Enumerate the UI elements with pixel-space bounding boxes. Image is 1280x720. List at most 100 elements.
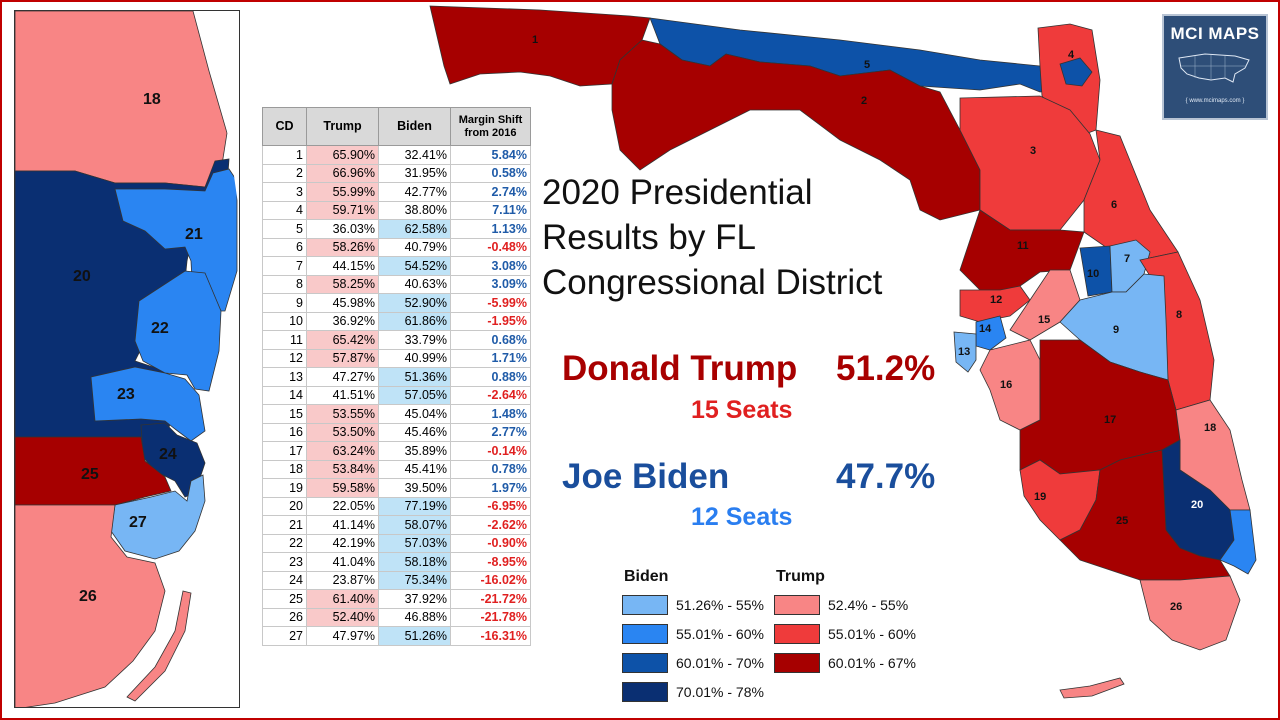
margin-shift-cell: 7.11%	[450, 200, 531, 220]
trump-cell: 65.42%	[306, 330, 379, 350]
biden-name: Joe Biden	[562, 457, 730, 496]
district-13	[953, 331, 977, 373]
inset-label-24: 24	[159, 446, 177, 463]
cd-cell: 24	[262, 570, 307, 590]
map-label-14: 14	[979, 323, 992, 335]
map-label-10: 10	[1087, 268, 1099, 280]
biden-cell: 45.46%	[378, 422, 451, 442]
trump-cell: 59.71%	[306, 200, 379, 220]
district-3	[959, 95, 1101, 231]
cd-cell: 2	[262, 163, 307, 183]
header-trump: Trump	[306, 107, 379, 146]
table-row: 11 65.42% 33.79% 0.68%	[262, 330, 531, 350]
cd-cell: 6	[262, 237, 307, 257]
table-row: 9 45.98% 52.90% -5.99%	[262, 293, 531, 313]
table-row: 25 61.40% 37.92% -21.72%	[262, 589, 531, 609]
table-row: 18 53.84% 45.41% 0.78%	[262, 459, 531, 479]
map-label-11: 11	[1017, 240, 1029, 252]
logo-url: { www.mcimaps.com }	[1185, 98, 1245, 104]
logo-title: MCI MAPS	[1170, 24, 1260, 43]
cd-cell: 3	[262, 182, 307, 202]
table-row: 22 42.19% 57.03% -0.90%	[262, 533, 531, 553]
trump-cell: 42.19%	[306, 533, 379, 553]
cd-cell: 19	[262, 478, 307, 498]
trump-cell: 63.24%	[306, 441, 379, 461]
trump-legend-swatch	[774, 624, 820, 644]
header-margin-line1: Margin Shift	[458, 113, 523, 126]
cd-cell: 23	[262, 552, 307, 572]
district-9	[1059, 273, 1169, 381]
inset-map-svg: 18 21 20 22 23 24 25 27 26	[15, 11, 239, 707]
biden-cell: 51.36%	[378, 367, 451, 387]
results-table: CD Trump Biden Margin Shift from 2016 1 65…	[262, 107, 531, 646]
inset-label-18: 18	[143, 91, 161, 108]
map-label-12: 12	[990, 294, 1002, 306]
trump-cell: 58.25%	[306, 274, 379, 294]
trump-cell: 47.27%	[306, 367, 379, 387]
cd-cell: 21	[262, 515, 307, 535]
legend-biden-title: Biden	[624, 568, 669, 585]
biden-legend-swatch	[622, 595, 668, 615]
margin-shift-cell: 2.74%	[450, 182, 531, 202]
margin-shift-cell: -8.95%	[450, 552, 531, 572]
biden-legend-label: 70.01% - 78%	[676, 684, 764, 700]
table-row: 27 47.97% 51.26% -16.31%	[262, 626, 531, 646]
map-label-9: 9	[1113, 324, 1119, 336]
biden-legend-swatch	[622, 653, 668, 673]
trump-legend-swatch	[774, 653, 820, 673]
biden-cell: 57.05%	[378, 385, 451, 405]
biden-cell: 40.63%	[378, 274, 451, 294]
trump-cell: 59.58%	[306, 478, 379, 498]
inset-label-20: 20	[73, 268, 91, 285]
margin-shift-cell: -1.95%	[450, 311, 531, 331]
cd-cell: 18	[262, 459, 307, 479]
biden-cell: 33.79%	[378, 330, 451, 350]
table-row: 15 53.55% 45.04% 1.48%	[262, 404, 531, 424]
inset-label-26: 26	[79, 588, 97, 605]
cd-cell: 8	[262, 274, 307, 294]
map-label-2: 2	[861, 95, 867, 107]
trump-cell: 47.97%	[306, 626, 379, 646]
biden-cell: 32.41%	[378, 145, 451, 165]
title-line-2: Results by FL	[542, 218, 756, 257]
biden-cell: 57.03%	[378, 533, 451, 553]
district-26-keys	[1059, 677, 1125, 699]
trump-cell: 58.26%	[306, 237, 379, 257]
inset-district-18	[15, 11, 228, 188]
trump-legend-label: 55.01% - 60%	[828, 626, 916, 642]
table-row: 21 41.14% 58.07% -2.62%	[262, 515, 531, 535]
map-label-26: 26	[1170, 601, 1182, 613]
trump-cell: 53.50%	[306, 422, 379, 442]
title-line-3: Congressional District	[542, 263, 883, 302]
map-label-8: 8	[1176, 309, 1182, 321]
trump-cell: 23.87%	[306, 570, 379, 590]
margin-shift-cell: -6.95%	[450, 496, 531, 516]
trump-cell: 61.40%	[306, 589, 379, 609]
table-row: 19 59.58% 39.50% 1.97%	[262, 478, 531, 498]
inset-ocean	[175, 11, 239, 707]
table-row: 1 65.90% 32.41% 5.84%	[262, 145, 531, 165]
cd-cell: 11	[262, 330, 307, 350]
inset-label-23: 23	[117, 386, 135, 403]
biden-legend-label: 51.26% - 55%	[676, 597, 764, 613]
inset-map: 18 21 20 22 23 24 25 27 26	[14, 10, 240, 708]
map-label-16: 16	[1000, 379, 1012, 391]
page-title: 2020 Presidential Results by FL Congress…	[542, 170, 882, 305]
map-label-3: 3	[1030, 145, 1036, 157]
biden-legend-label: 55.01% - 60%	[676, 626, 764, 642]
cd-cell: 22	[262, 533, 307, 553]
biden-legend-item: 60.01% - 70%	[622, 653, 764, 673]
legend-trump-title: Trump	[776, 568, 825, 585]
map-label-18: 18	[1204, 422, 1216, 434]
district-12	[959, 285, 1031, 323]
inset-district-27	[110, 474, 206, 560]
district-21-22-coast	[1219, 509, 1257, 575]
margin-shift-cell: 1.13%	[450, 219, 531, 239]
table-row: 3 55.99% 42.77% 2.74%	[262, 182, 531, 202]
table-header-row: CD Trump Biden Margin Shift from 2016	[262, 107, 531, 146]
trump-legend-item: 55.01% - 60%	[774, 624, 916, 644]
trump-cell: 55.99%	[306, 182, 379, 202]
biden-cell: 40.99%	[378, 348, 451, 368]
table-row: 6 58.26% 40.79% -0.48%	[262, 237, 531, 257]
table-row: 8 58.25% 40.63% 3.09%	[262, 274, 531, 294]
